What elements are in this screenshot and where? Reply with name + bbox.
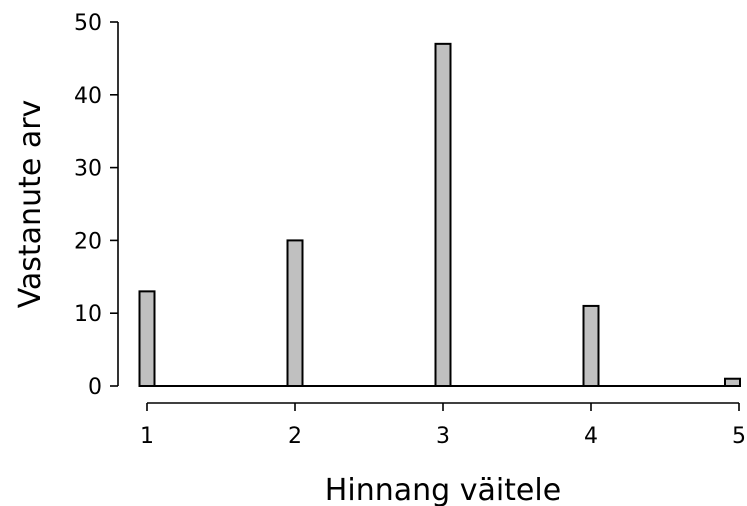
- x-tick-label: 4: [584, 424, 598, 449]
- y-tick-label: 0: [88, 375, 102, 400]
- y-tick-label: 30: [74, 157, 102, 182]
- x-tick-label: 3: [436, 424, 450, 449]
- x-tick-label: 2: [288, 424, 302, 449]
- bar-5: [724, 377, 741, 388]
- bar-3: [434, 42, 452, 388]
- y-tick-label: 50: [74, 11, 102, 36]
- bar-1: [138, 290, 156, 387]
- bars: [138, 42, 741, 388]
- x-tick-label: 5: [732, 424, 746, 449]
- bar-2: [286, 239, 304, 387]
- x-axis: 1 2 3 4 5: [140, 402, 746, 449]
- y-axis: 0 10 20 30 40 50: [74, 11, 119, 400]
- y-tick-label: 40: [74, 84, 102, 109]
- x-axis-title: Hinnang väitele: [325, 473, 561, 506]
- y-axis-title: Vastanute arv: [13, 100, 48, 309]
- x-tick-label: 1: [140, 424, 154, 449]
- y-tick-label: 10: [74, 302, 102, 327]
- y-tick-label: 20: [74, 229, 102, 254]
- bar-4: [582, 304, 600, 388]
